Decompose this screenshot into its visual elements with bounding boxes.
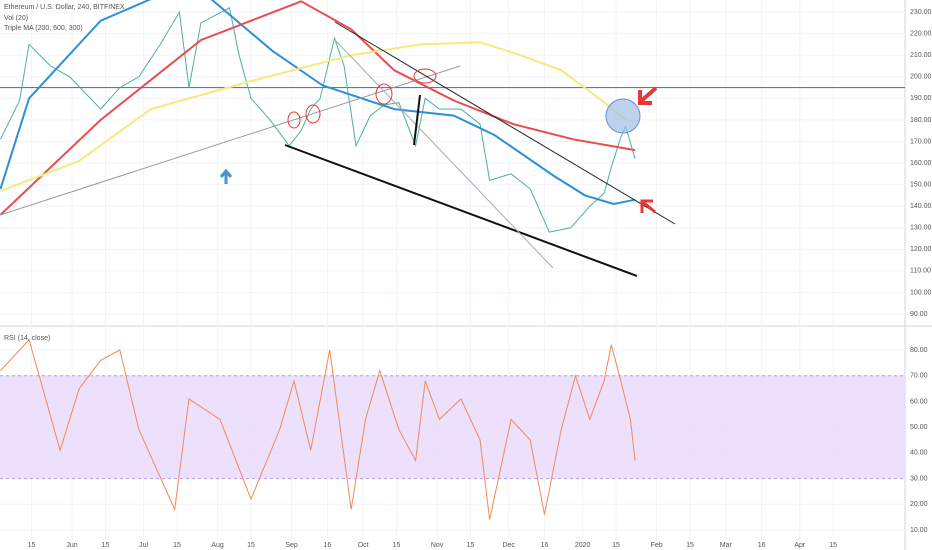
y-tick-label: 180.00 (910, 117, 932, 124)
layers (0, 0, 905, 540)
series-line (0, 0, 636, 206)
series-line (0, 338, 636, 520)
x-tick-label: 16 (323, 542, 331, 549)
indicator-label: RSI (14, close) (4, 335, 50, 342)
y-tick-label: 110.00 (910, 268, 931, 275)
x-tick-label: 15 (393, 542, 401, 549)
y-tick-label: 230.00 (910, 9, 932, 16)
x-tick-label: 15 (28, 542, 36, 549)
y-tick-label: 40.00 (910, 450, 928, 457)
indicator-label: Triple MA (200, 600, 300) (4, 25, 83, 32)
x-tick-label: Apr (794, 542, 806, 549)
y-tick-label: 130.00 (910, 225, 932, 232)
x-tick-label: 15 (686, 542, 694, 549)
y-tick-label: 210.00 (910, 52, 932, 59)
x-tick-label: Jul (139, 542, 148, 549)
x-tick-label: Aug (211, 542, 224, 549)
drawings (0, 21, 676, 277)
indicator-label: Vol (20) (4, 15, 28, 22)
rsi-band (0, 375, 905, 479)
x-tick-label: 15 (102, 542, 110, 549)
chart-title: Ethereum / U.S. Dollar, 240, BITFINEX (4, 4, 125, 11)
series-line (0, 0, 636, 216)
series-line (0, 41, 627, 193)
y-tick-label: 190.00 (910, 95, 932, 102)
x-tick-label: 15 (173, 542, 181, 549)
y-tick-label: 200.00 (910, 74, 932, 81)
y-tick-label: 140.00 (910, 203, 932, 210)
series-line (0, 7, 636, 233)
y-tick-label: 120.00 (910, 246, 932, 253)
y-tick-label: 150.00 (910, 181, 932, 188)
y-tick-label: 80.00 (910, 347, 928, 354)
x-tick-label: Dec (502, 542, 515, 549)
x-tick-label: 15 (467, 542, 475, 549)
y-tick-label: 30.00 (910, 475, 928, 482)
x-tick-label: 16 (541, 542, 549, 549)
x-tick-label: 2020 (575, 542, 591, 549)
x-tick-label: 15 (247, 542, 255, 549)
y-tick-label: 10.00 (910, 527, 928, 534)
y-tick-label: 50.00 (910, 424, 928, 431)
y-tick-label: 70.00 (910, 373, 928, 380)
x-tick-label: 15 (829, 542, 837, 549)
y-tick-label: 60.00 (910, 398, 928, 405)
x-tick-label: Oct (358, 542, 369, 549)
y-tick-label: 20.00 (910, 501, 928, 508)
y-tick-label: 90.00 (910, 311, 928, 318)
x-tick-label: Feb (651, 542, 663, 549)
y-tick-label: 220.00 (910, 30, 932, 37)
y-tick-label: 160.00 (910, 160, 932, 167)
x-tick-label: Sep (285, 542, 298, 549)
x-tick-label: 16 (758, 542, 766, 549)
x-tick-label: Jun (66, 542, 77, 549)
y-tick-label: 100.00 (910, 289, 932, 296)
x-tick-label: Mar (720, 542, 733, 549)
x-tick-label: Nov (431, 542, 444, 549)
x-tick-label: 15 (612, 542, 620, 549)
y-tick-label: 170.00 (910, 138, 932, 145)
